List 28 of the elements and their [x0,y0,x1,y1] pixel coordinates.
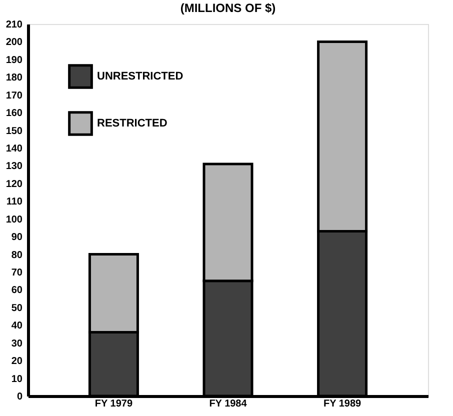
y-tick-label: 10 [11,374,23,385]
y-tick-label: 120 [6,178,23,190]
x-tick-label: FY 1979 [94,398,133,410]
y-tick-label: 210 [6,20,23,30]
y-tick-label: 100 [6,214,23,226]
y-tick-label: 180 [6,72,23,84]
y-tick-label: 200 [6,37,23,48]
chart-title: (MILLIONS OF $) [180,1,276,15]
y-tick-label: 70 [11,268,23,278]
y-tick-label: 60 [11,285,23,296]
y-tick-label: 170 [6,90,23,102]
x-tick-label: FY 1984 [209,398,248,410]
legend-label: UNRESTRICTED [97,70,184,82]
y-tick-label: 190 [6,54,23,66]
y-tick-label: 90 [11,232,23,244]
y-tick-label: 20 [11,356,23,368]
y-tick-label: 40 [11,320,23,332]
y-tick-label: 0 [16,392,23,402]
y-tick-label: 50 [11,302,23,314]
y-tick-label: 140 [6,144,23,154]
y-tick-label: 160 [6,108,23,120]
legend-label: RESTRICTED [97,118,168,130]
y-tick-label: 110 [6,196,23,208]
y-tick-label: 150 [6,126,23,137]
y-tick-label: 30 [11,338,23,350]
x-tick-label: FY 1989 [323,398,362,410]
y-tick-label: 130 [6,161,23,172]
y-tick-label: 80 [11,250,23,261]
